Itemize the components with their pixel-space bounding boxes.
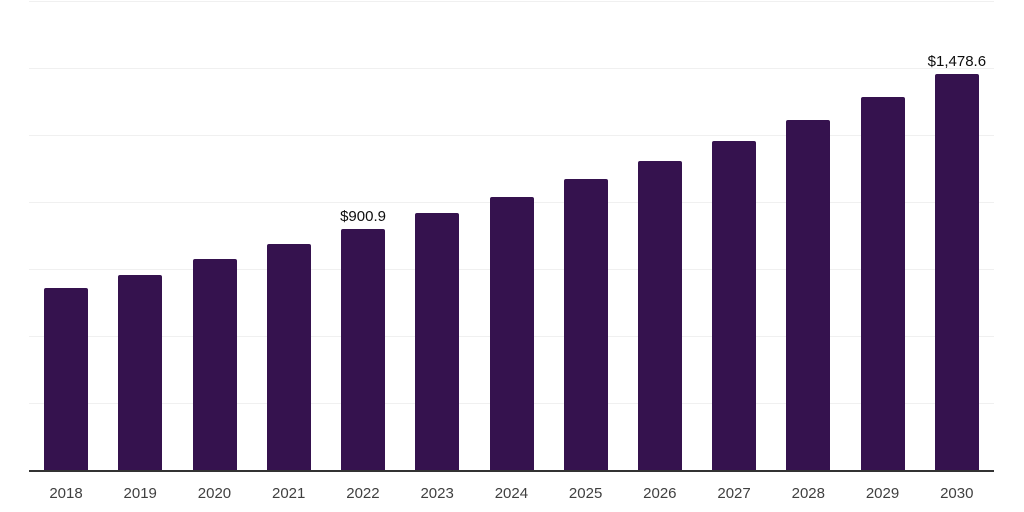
x-tick-2029: 2029 [865, 485, 900, 502]
x-tick-2030: 2030 [940, 485, 974, 502]
bar-2024 [489, 196, 534, 470]
x-tick-2028: 2028 [791, 485, 825, 502]
x-tick-2025: 2025 [568, 485, 603, 502]
bar-2022 [341, 228, 386, 470]
gridline-1250 [29, 135, 994, 136]
x-tick-2019: 2019 [123, 485, 157, 502]
bar-2027 [712, 140, 757, 470]
x-tick-2021: 2021 [272, 485, 306, 502]
value-label-2030: $1,478.6 [927, 52, 987, 70]
value-label-2022: $900.9 [340, 207, 386, 225]
bar-2025 [563, 179, 608, 470]
x-tick-2018: 2018 [49, 485, 83, 502]
bar-2026 [637, 160, 682, 470]
x-tick-2024: 2024 [494, 485, 529, 502]
bar-2018 [44, 287, 89, 470]
bar-2021 [266, 243, 311, 470]
x-tick-2027: 2027 [717, 485, 751, 502]
x-tick-2022: 2022 [346, 485, 380, 502]
x-tick-2026: 2026 [643, 485, 677, 502]
x-axis-line [29, 470, 994, 472]
bar-2028 [786, 119, 831, 470]
bar-2019 [118, 275, 163, 470]
plot-area: $900.9 $1,478.6 [29, 1, 994, 470]
x-tick-2023: 2023 [420, 485, 454, 502]
bar-2023 [415, 213, 460, 470]
x-tick-2020: 2020 [197, 485, 232, 502]
gridline-1750 [29, 1, 994, 2]
gridline-1500 [29, 68, 994, 69]
bar-2030 [934, 73, 979, 470]
bar-2020 [192, 258, 237, 470]
bar-2029 [860, 97, 905, 470]
